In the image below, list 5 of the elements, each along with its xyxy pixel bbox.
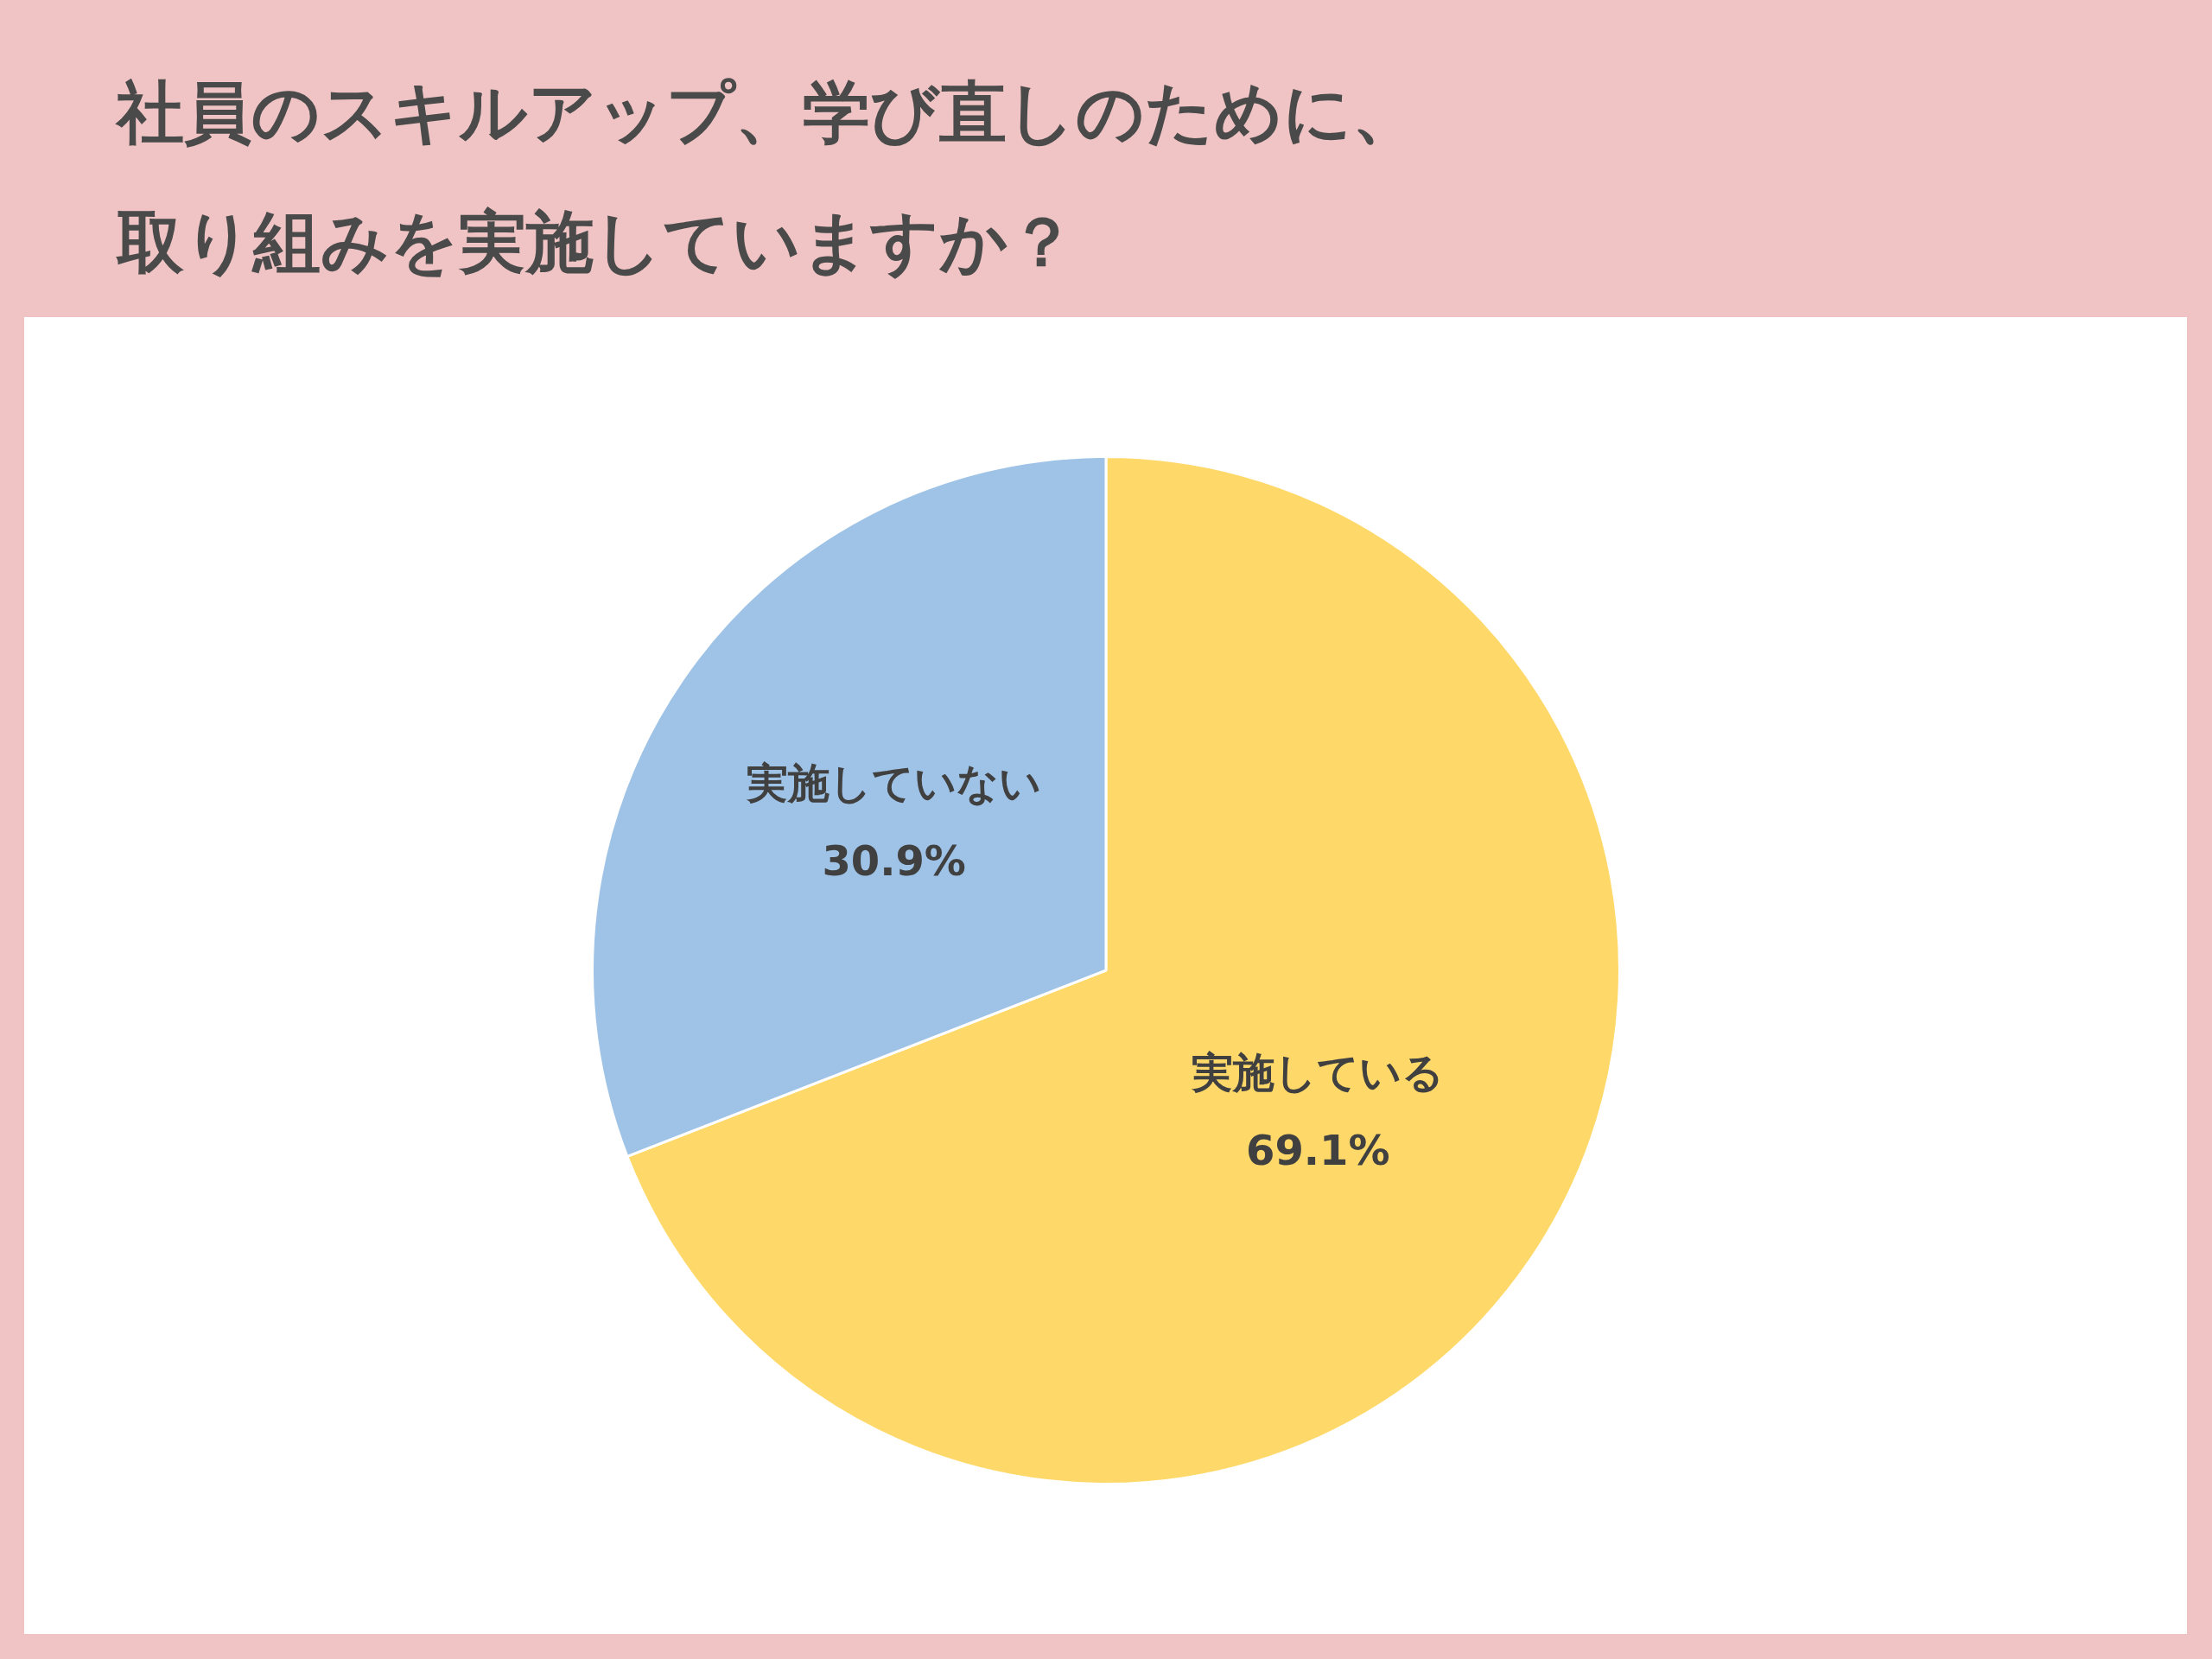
- chart-title: 社員のスキルアップ、学び直しのために、取り組みを実施していますか？: [117, 73, 1421, 283]
- data-label: 30.9%: [822, 836, 966, 885]
- slice-label: 実施している: [1191, 1048, 1445, 1097]
- slice-label: 実施していない: [746, 758, 1042, 807]
- data-label: 69.1%: [1246, 1126, 1390, 1175]
